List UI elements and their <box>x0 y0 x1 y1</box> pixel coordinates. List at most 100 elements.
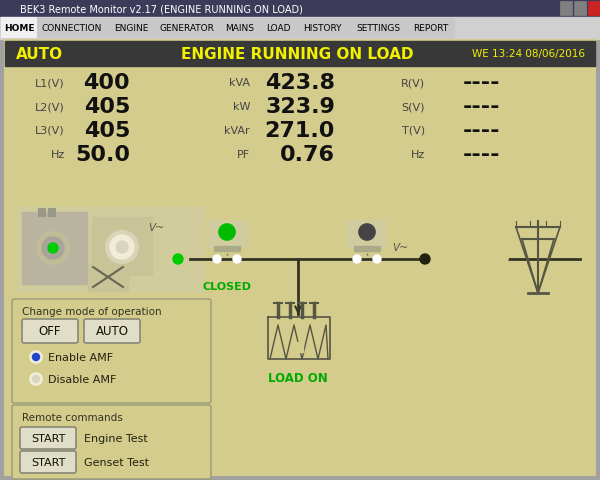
Circle shape <box>48 243 58 253</box>
Bar <box>22 213 87 285</box>
FancyBboxPatch shape <box>22 319 78 343</box>
Text: 405: 405 <box>83 97 130 117</box>
Text: Genset Test: Genset Test <box>84 457 149 467</box>
Text: kW: kW <box>233 102 250 112</box>
Text: REPORT: REPORT <box>413 24 449 33</box>
Text: ----: ---- <box>463 73 500 93</box>
Text: HISTORY: HISTORY <box>303 24 341 33</box>
Text: V: V <box>148 223 155 232</box>
Text: SETTINGS: SETTINGS <box>356 24 400 33</box>
Text: 271.0: 271.0 <box>265 121 335 141</box>
Bar <box>588 2 600 16</box>
Circle shape <box>106 231 138 264</box>
Text: AUTO: AUTO <box>16 47 63 62</box>
Circle shape <box>428 230 476 278</box>
Bar <box>5 42 595 67</box>
Circle shape <box>353 255 361 264</box>
FancyBboxPatch shape <box>12 300 211 403</box>
Text: BEK3 Remote Monitor v2.17 (ENGINE RUNNING ON LOAD): BEK3 Remote Monitor v2.17 (ENGINE RUNNIN… <box>20 4 303 14</box>
Bar <box>408 19 454 38</box>
Text: ENGINE: ENGINE <box>114 24 148 33</box>
Circle shape <box>213 255 221 264</box>
FancyBboxPatch shape <box>20 427 76 449</box>
Bar <box>37 19 107 38</box>
Text: ~: ~ <box>155 223 164 232</box>
Bar <box>208 222 246 248</box>
Bar <box>0 0 600 18</box>
Bar <box>296 19 348 38</box>
Circle shape <box>233 255 241 264</box>
Text: Engine Test: Engine Test <box>84 433 148 443</box>
Text: Hz: Hz <box>51 150 65 160</box>
Text: Change mode of operation: Change mode of operation <box>22 306 161 316</box>
Bar <box>108 19 154 38</box>
FancyBboxPatch shape <box>84 319 140 343</box>
Text: Hz: Hz <box>411 150 425 160</box>
Text: L2(V): L2(V) <box>35 102 65 112</box>
FancyBboxPatch shape <box>20 451 76 473</box>
Circle shape <box>110 236 134 260</box>
Circle shape <box>219 225 235 240</box>
Bar <box>214 247 240 252</box>
Text: CONNECTION: CONNECTION <box>42 24 102 33</box>
Text: WE 13:24 08/06/2016: WE 13:24 08/06/2016 <box>472 49 585 60</box>
Text: START: START <box>31 433 65 443</box>
Text: 405: 405 <box>83 121 130 141</box>
Text: Remote commands: Remote commands <box>22 412 123 422</box>
Text: 0.76: 0.76 <box>280 144 335 165</box>
Bar <box>574 2 586 16</box>
Circle shape <box>32 376 40 383</box>
Circle shape <box>373 255 381 264</box>
Text: HOME: HOME <box>4 24 34 33</box>
Text: L3(V): L3(V) <box>35 126 65 136</box>
Text: R(V): R(V) <box>401 78 425 88</box>
Text: START: START <box>31 457 65 467</box>
Text: 50.0: 50.0 <box>75 144 130 165</box>
Text: Enable AMF: Enable AMF <box>48 352 113 362</box>
Bar <box>48 209 55 216</box>
Bar <box>348 222 386 248</box>
Circle shape <box>30 351 42 363</box>
Text: T(V): T(V) <box>402 126 425 136</box>
Circle shape <box>37 232 69 264</box>
Text: LOAD ON: LOAD ON <box>268 371 328 384</box>
Bar <box>88 264 128 291</box>
Bar <box>38 209 45 216</box>
FancyBboxPatch shape <box>12 405 211 479</box>
Circle shape <box>420 254 430 264</box>
Text: Disable AMF: Disable AMF <box>48 374 116 384</box>
Text: ENGINE RUNNING ON LOAD: ENGINE RUNNING ON LOAD <box>181 47 413 62</box>
Text: MAINS: MAINS <box>226 24 254 33</box>
Text: S(V): S(V) <box>401 102 425 112</box>
Circle shape <box>32 354 40 361</box>
Text: PF: PF <box>237 150 250 160</box>
Circle shape <box>460 230 508 278</box>
Circle shape <box>116 241 128 253</box>
Bar <box>261 19 295 38</box>
Text: 400: 400 <box>83 73 130 93</box>
Text: ----: ---- <box>463 97 500 117</box>
Bar <box>0 18 600 40</box>
Bar <box>2 19 36 38</box>
Bar <box>155 19 219 38</box>
Text: ----: ---- <box>463 121 500 141</box>
Text: 423.8: 423.8 <box>265 73 335 93</box>
Bar <box>18 207 203 292</box>
Bar <box>220 19 260 38</box>
Text: LOAD: LOAD <box>266 24 290 33</box>
Text: OFF: OFF <box>39 325 61 338</box>
Text: GENERATOR: GENERATOR <box>160 24 214 33</box>
Bar <box>293 342 303 352</box>
Text: kVAr: kVAr <box>224 126 250 136</box>
Circle shape <box>173 254 183 264</box>
Text: AUTO: AUTO <box>95 325 128 338</box>
Text: L1(V): L1(V) <box>35 78 65 88</box>
Text: ----: ---- <box>463 144 500 165</box>
Text: V: V <box>392 242 399 252</box>
Bar <box>349 19 407 38</box>
Text: ~: ~ <box>399 242 408 252</box>
Bar <box>92 217 152 276</box>
Text: 323.9: 323.9 <box>265 97 335 117</box>
Circle shape <box>30 373 42 385</box>
Bar <box>354 247 380 252</box>
